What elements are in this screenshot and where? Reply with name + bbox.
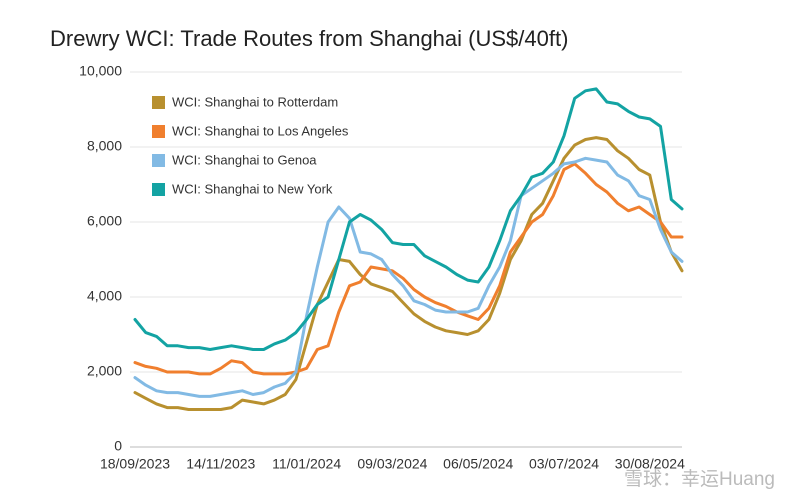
series-line [133,156,684,398]
legend-label: WCI: Shanghai to Genoa [172,152,317,167]
y-tick-label: 6,000 [87,213,122,229]
x-tick-label: 11/01/2024 [272,456,341,472]
x-tick-label: 30/08/2024 [615,456,685,472]
x-tick-label: 09/03/2024 [357,456,427,472]
legend-swatch [152,125,165,138]
x-tick-label: 14/11/2023 [186,456,255,472]
series-line [133,136,684,411]
x-tick-label: 03/07/2024 [529,456,599,472]
x-tick-label: 18/09/2023 [100,456,170,472]
y-tick-label: 10,000 [79,63,122,79]
legend-swatch [152,183,165,196]
legend-label: WCI: Shanghai to Los Angeles [172,123,349,138]
legend-label: WCI: Shanghai to New York [172,181,333,196]
x-tick-label: 06/05/2024 [443,456,513,472]
watermark: 雪球：幸运Huang [624,468,775,490]
legend-swatch [152,96,165,109]
y-tick-label: 2,000 [87,363,122,379]
series-line [133,162,684,376]
chart-title: Drewry WCI: Trade Routes from Shanghai (… [50,26,568,51]
y-tick-label: 8,000 [87,138,122,154]
legend-swatch [152,154,165,167]
y-tick-label: 4,000 [87,288,122,304]
y-tick-label: 0 [114,438,122,454]
legend-label: WCI: Shanghai to Rotterdam [172,94,338,109]
series-line [133,87,684,351]
